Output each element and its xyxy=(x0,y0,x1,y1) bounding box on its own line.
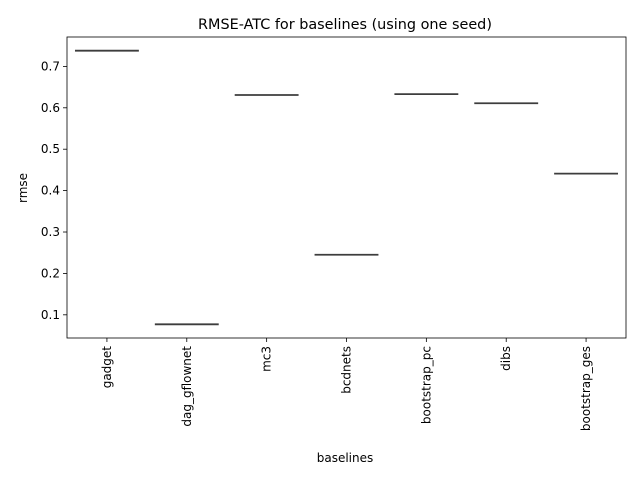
y-tick-label: 0.7 xyxy=(41,59,60,73)
x-tick-label: bootstrap_pc xyxy=(419,346,433,424)
x-tick-label: bcdnets xyxy=(340,346,354,394)
plot-marks xyxy=(74,49,619,326)
x-axis: gadget dag_gflownet mc3 bcdnets bootstrap_pc… xyxy=(100,338,593,431)
y-axis-label: rmse xyxy=(16,173,30,203)
x-axis-label: baselines xyxy=(317,451,374,465)
y-tick-label: 0.6 xyxy=(41,101,60,115)
y-axis: 0.1 0.2 0.3 0.4 0.5 0.6 0.7 xyxy=(41,59,67,322)
x-tick-label: dag_gflownet xyxy=(180,346,194,427)
y-tick-label: 0.5 xyxy=(41,142,60,156)
y-tick-label: 0.1 xyxy=(41,308,60,322)
y-tick-label: 0.4 xyxy=(41,184,60,198)
y-tick-label: 0.2 xyxy=(41,266,60,280)
chart-title: RMSE-ATC for baselines (using one seed) xyxy=(198,17,492,33)
x-tick-label: gadget xyxy=(100,346,114,389)
x-tick-label: mc3 xyxy=(260,346,274,372)
x-tick-label: dibs xyxy=(499,346,513,371)
y-tick-label: 0.3 xyxy=(41,225,60,239)
plot-frame xyxy=(66,36,627,339)
x-tick-label: bootstrap_ges xyxy=(579,346,593,431)
